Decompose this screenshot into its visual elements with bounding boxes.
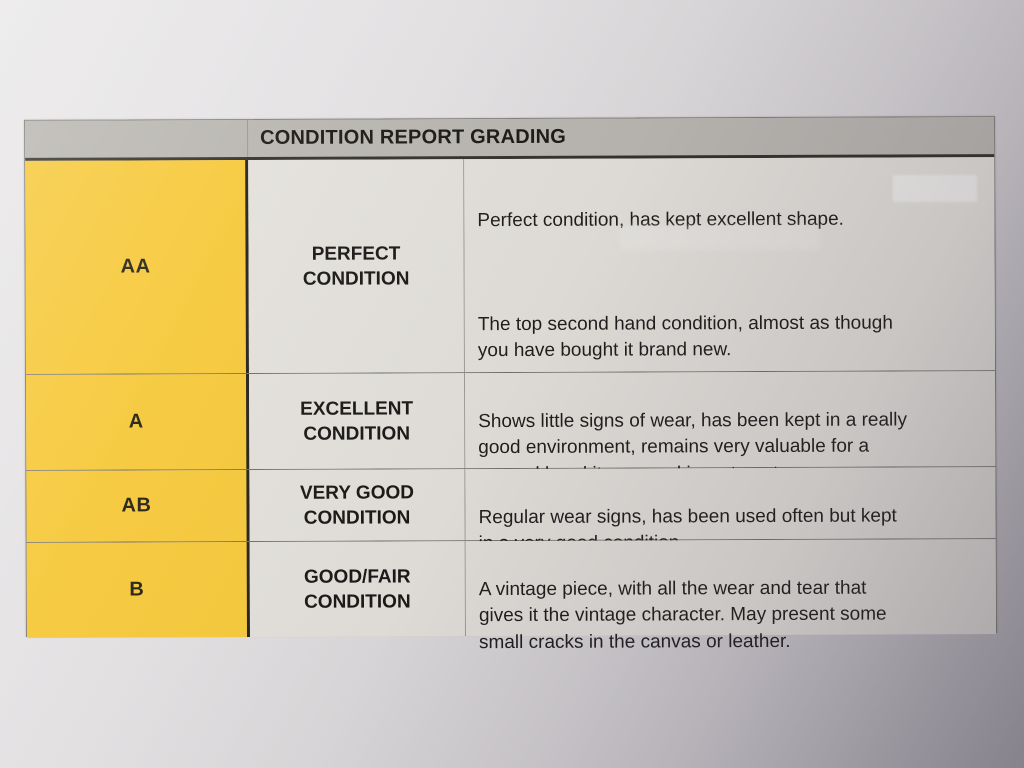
description-paragraph: The top second hand condition, almost as…: [477, 312, 893, 362]
table-header: CONDITION REPORT GRADING: [25, 117, 995, 161]
grade-cell: B: [26, 542, 250, 638]
grade-label: A: [128, 410, 144, 433]
light-reflection: [620, 226, 820, 250]
grade-label: B: [129, 578, 145, 601]
condition-name: PERFECT CONDITION: [248, 159, 465, 374]
header-spacer-cell: [25, 120, 249, 158]
condition-name: VERY GOOD CONDITION: [249, 469, 466, 542]
condition-name: EXCELLENT CONDITION: [248, 373, 466, 470]
table-row: B GOOD/FAIR CONDITION A vintage piece, w…: [26, 539, 996, 653]
grade-cell: AB: [26, 470, 250, 542]
grade-label: AB: [121, 494, 152, 517]
condition-grading-table: CONDITION REPORT GRADING AA PERFECT COND…: [24, 116, 997, 653]
description-paragraph: A vintage piece, with all the wear and t…: [478, 577, 887, 653]
table-row: A EXCELLENT CONDITION Shows little signs…: [25, 371, 996, 485]
grade-label: AA: [120, 255, 151, 278]
condition-name: GOOD/FAIR CONDITION: [249, 541, 466, 638]
whiteout-patch: [893, 175, 977, 202]
description-cell: A vintage piece, with all the wear and t…: [465, 539, 996, 653]
page-title: CONDITION REPORT GRADING: [260, 125, 567, 149]
description-cell: Regular wear signs, has been used often …: [465, 467, 996, 554]
grade-cell: AA: [25, 160, 249, 374]
table-row: AB VERY GOOD CONDITION Regular wear sign…: [26, 467, 996, 554]
description-cell: Shows little signs of wear, has been kep…: [464, 371, 996, 485]
grade-cell: A: [25, 374, 250, 470]
table-row: AA PERFECT CONDITION Perfect condition, …: [25, 157, 995, 442]
